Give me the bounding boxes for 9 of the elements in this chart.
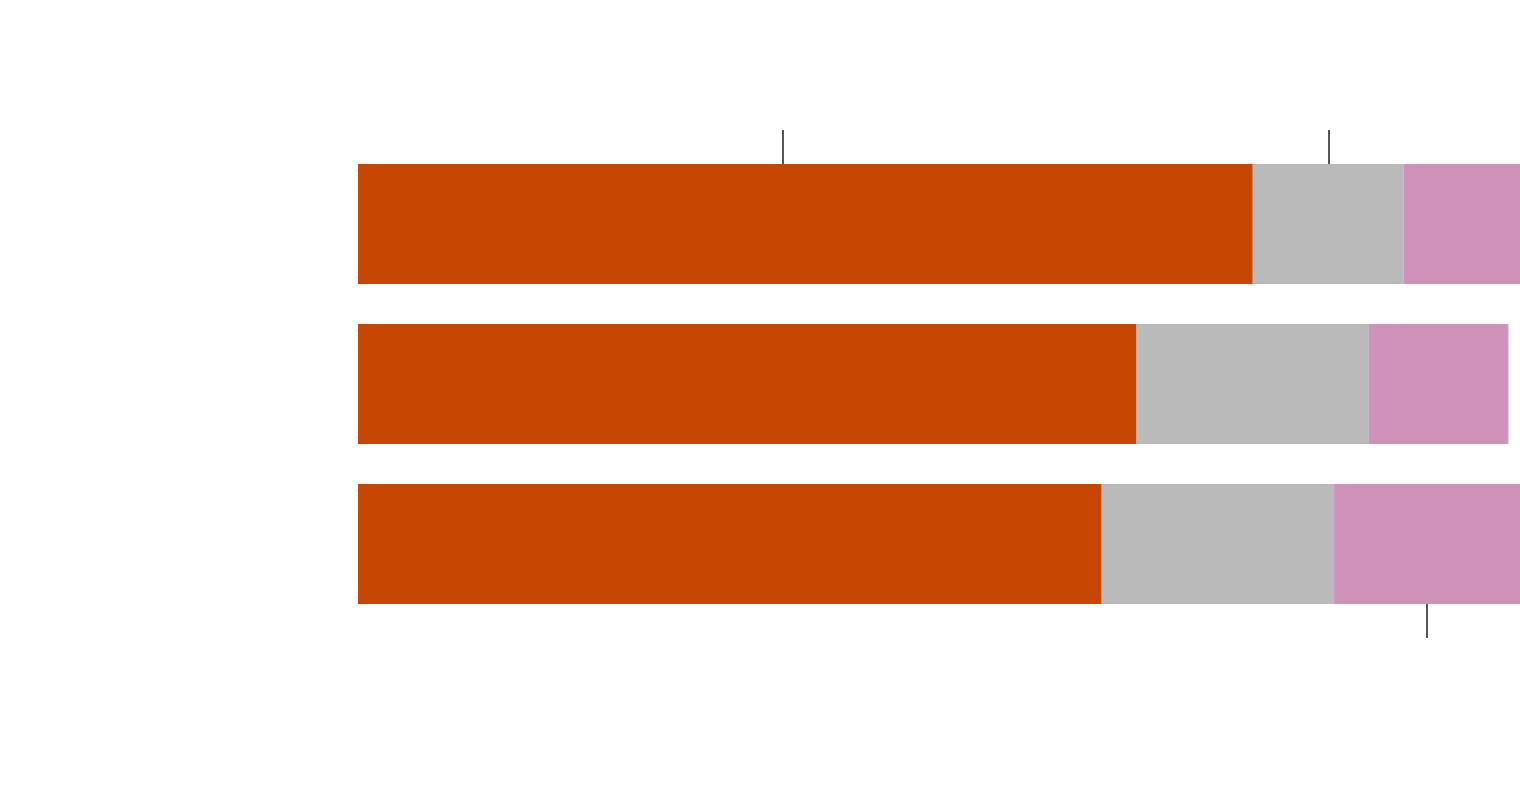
bar (1368, 324, 1509, 444)
bar (358, 164, 1253, 284)
bar (1334, 484, 1520, 604)
bar (1252, 164, 1404, 284)
bar (1136, 324, 1369, 444)
bar (1101, 484, 1335, 604)
bar (1403, 164, 1520, 284)
bar (358, 484, 1102, 604)
bar (358, 324, 1137, 444)
